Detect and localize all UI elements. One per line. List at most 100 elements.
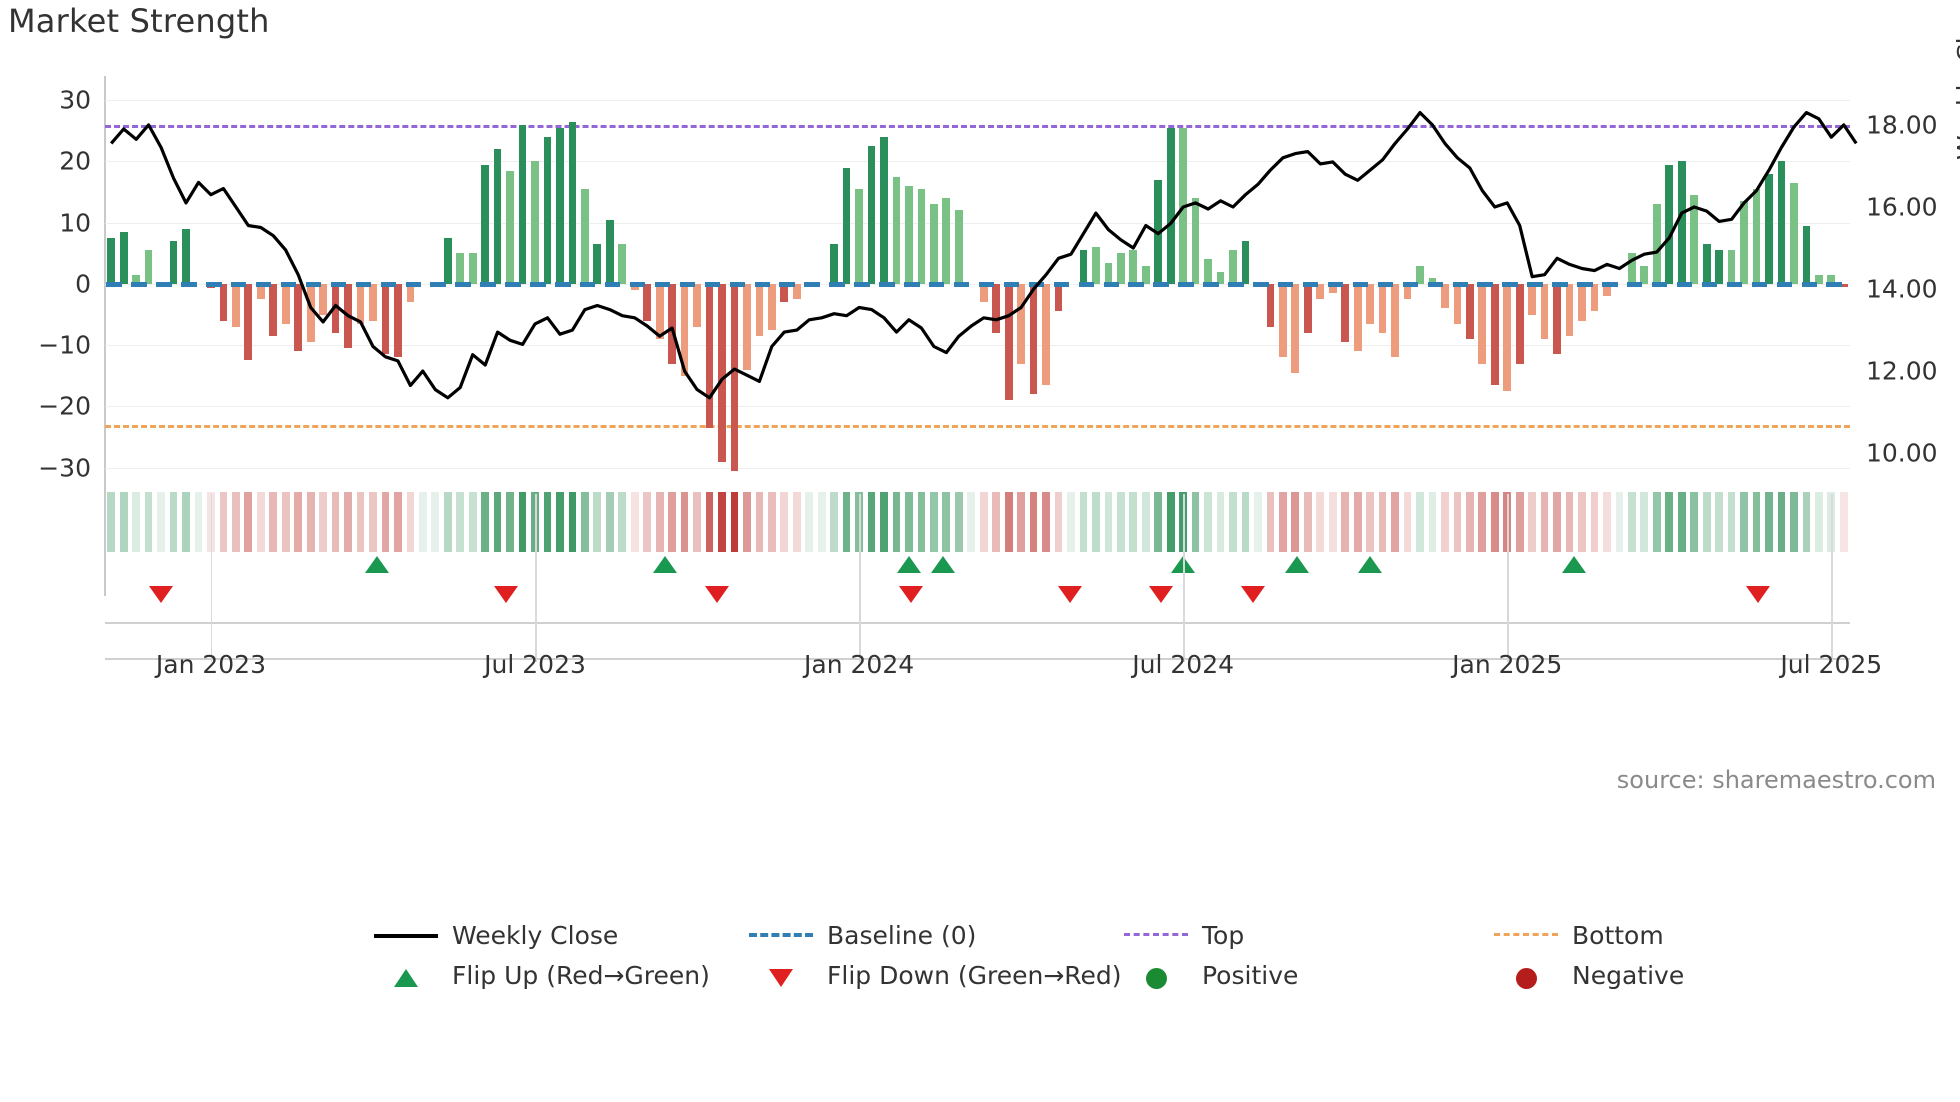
baseline-dash <box>1253 281 1269 287</box>
flip-down-marker <box>1241 586 1266 603</box>
heatmap-cell <box>792 492 801 552</box>
baseline-dash <box>1726 281 1743 287</box>
legend-key <box>1120 963 1192 989</box>
strength-bar <box>1665 164 1674 284</box>
baseline-dash <box>1826 281 1842 287</box>
strength-bar <box>506 170 514 284</box>
baseline-dash <box>804 281 820 287</box>
heatmap-cell <box>132 492 140 552</box>
heatmap-cell <box>1129 492 1138 552</box>
baseline-dash <box>1502 281 1518 287</box>
strength-bar <box>356 283 365 324</box>
heatmap-cell <box>556 492 564 552</box>
strength-bar <box>1029 283 1038 395</box>
heatmap-cell <box>306 492 315 552</box>
baseline-dash <box>1602 281 1618 287</box>
legend-item-positive[interactable]: Positive <box>1120 955 1298 995</box>
heatmap-cell <box>680 492 689 552</box>
weekly-close-line <box>109 111 1858 400</box>
heatmap-cell <box>1254 492 1262 552</box>
strength-bar <box>668 283 676 364</box>
baseline-dash <box>654 281 671 287</box>
baseline-dash <box>106 281 122 287</box>
strength-bar <box>1503 283 1512 392</box>
strength-bar <box>1303 283 1312 333</box>
heatmap-cell <box>418 492 427 552</box>
baseline-dash <box>1178 281 1194 287</box>
heatmap-cell <box>269 492 278 552</box>
strength-bar <box>319 283 327 315</box>
right-tick-label: 10.00 <box>1866 438 1938 468</box>
heatmap-cell <box>1416 492 1424 552</box>
strength-bar <box>730 283 739 471</box>
heatmap-cell <box>107 492 116 552</box>
heatmap-cell <box>1553 492 1561 552</box>
heatmap-cell <box>581 492 589 552</box>
flip-up-marker <box>930 556 955 573</box>
strength-bar <box>1191 198 1200 284</box>
legend-item-flip-up-red-green[interactable]: Flip Up (Red→Green) <box>370 955 710 995</box>
heatmap-cell <box>1453 492 1462 552</box>
heatmap-cell <box>1279 492 1287 552</box>
x-axis: Jan 2023 Jul 2023 Jan 2024 Jul 2024 Jan 2025… <box>105 494 1882 679</box>
strength-bar <box>1042 283 1050 385</box>
heatmap-cell <box>905 492 913 552</box>
legend-item-negative[interactable]: Negative <box>1490 955 1684 995</box>
left-tick-label: −20 <box>38 391 91 421</box>
x-tick-label: Jan 2024 <box>804 650 915 679</box>
legend-item-flip-down-green-red[interactable]: Flip Down (Green→Red) <box>745 955 1122 995</box>
heatmap-cell <box>356 492 365 552</box>
strength-bar <box>1378 283 1387 333</box>
baseline-dash <box>1627 281 1643 287</box>
left-tick-label: 10 <box>59 208 91 238</box>
legend-label: Baseline (0) <box>827 920 977 950</box>
heatmap-cell <box>842 492 851 552</box>
legend-item-weekly-close[interactable]: Weekly Close <box>370 915 618 955</box>
strength-bar <box>1814 274 1823 284</box>
heatmap-cell <box>481 492 489 552</box>
strength-bar <box>867 146 876 284</box>
strength-bar <box>443 238 452 284</box>
strength-bar <box>1790 182 1798 284</box>
strength-bar <box>381 283 390 355</box>
strength-bar <box>531 161 539 284</box>
baseline-dash <box>530 281 546 287</box>
strength-bar <box>1777 161 1786 284</box>
flip-down-marker <box>1745 586 1770 603</box>
strength-bar <box>1465 283 1474 340</box>
strength-bar <box>581 189 589 284</box>
legend-item-top[interactable]: Top <box>1120 915 1244 955</box>
heatmap-cell <box>1266 492 1275 552</box>
legend-item-bottom[interactable]: Bottom <box>1490 915 1664 955</box>
heatmap-cell <box>880 492 888 552</box>
baseline-dash <box>1801 281 1817 287</box>
right-tick-label: 16.00 <box>1866 192 1938 222</box>
strength-bar <box>1553 283 1561 355</box>
baseline-dash <box>1377 281 1394 287</box>
heatmap-cell <box>1428 492 1437 552</box>
heatmap-cell <box>693 492 701 552</box>
dotted-line-swatch-icon <box>1124 933 1188 936</box>
heatmap-cell <box>1079 492 1088 552</box>
heatmap-cell <box>1839 492 1848 552</box>
heatmap-cell <box>1403 492 1412 552</box>
baseline-dash <box>1278 281 1294 287</box>
strength-bar <box>992 283 1001 333</box>
strength-bar <box>842 167 851 284</box>
strength-bar <box>767 283 776 330</box>
legend-row-2: Flip Up (Red→Green) Flip Down (Green→Red)… <box>0 955 1960 995</box>
heatmap-cell <box>1490 492 1499 552</box>
baseline-dash <box>1327 281 1344 287</box>
legend-item-baseline-0[interactable]: Baseline (0) <box>745 915 976 955</box>
strength-bar <box>680 283 689 376</box>
baseline-dash <box>1103 281 1119 287</box>
heatmap-cell <box>1092 492 1100 552</box>
heatmap-cell <box>817 492 826 552</box>
heatmap-cell <box>1765 492 1773 552</box>
strength-bar <box>1578 283 1586 321</box>
triangle-down-icon <box>769 969 793 987</box>
baseline-dash <box>1477 281 1493 287</box>
baseline-dash <box>305 281 322 287</box>
heatmap-cell <box>1665 492 1674 552</box>
x-tick-mark <box>1507 494 1509 662</box>
